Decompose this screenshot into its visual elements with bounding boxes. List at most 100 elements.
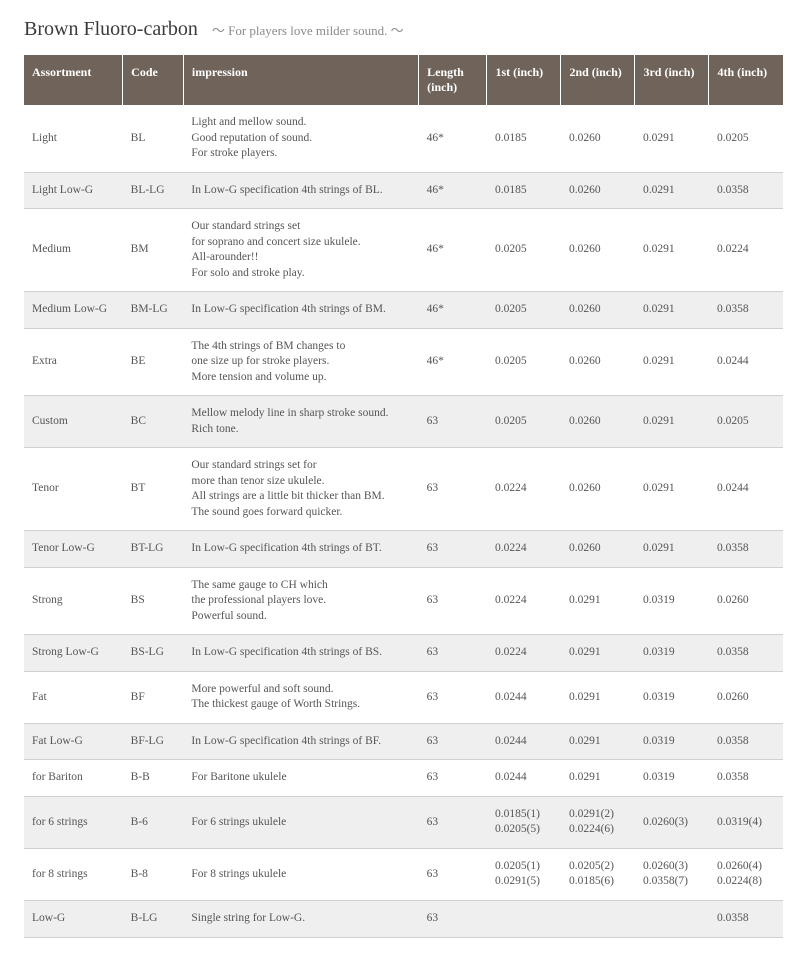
cell-1st: 0.0205 bbox=[487, 328, 561, 396]
cell-assortment: Fat bbox=[24, 671, 123, 723]
table-row: FatBFMore powerful and soft sound.The th… bbox=[24, 671, 783, 723]
cell-1st: 0.0224 bbox=[487, 567, 561, 635]
cell-1st: 0.0244 bbox=[487, 671, 561, 723]
cell-length: 46* bbox=[419, 209, 487, 292]
cell-4th: 0.0358 bbox=[709, 531, 783, 568]
cell-2nd: 0.0260 bbox=[561, 396, 635, 448]
cell-1st bbox=[487, 900, 561, 937]
cell-assortment: Fat Low-G bbox=[24, 723, 123, 760]
page-subtitle: ～ For players love milder sound. ～ bbox=[212, 20, 404, 39]
cell-4th: 0.0260(4)0.0224(8) bbox=[709, 848, 783, 900]
cell-2nd: 0.0291 bbox=[561, 671, 635, 723]
cell-code: BF bbox=[123, 671, 184, 723]
cell-length: 46* bbox=[419, 172, 487, 209]
cell-4th: 0.0358 bbox=[709, 760, 783, 797]
cell-1st: 0.0205(1)0.0291(5) bbox=[487, 848, 561, 900]
cell-impression: The same gauge to CH whichthe profession… bbox=[183, 567, 418, 635]
cell-assortment: Custom bbox=[24, 396, 123, 448]
cell-3rd: 0.0291 bbox=[635, 172, 709, 209]
cell-4th: 0.0358 bbox=[709, 900, 783, 937]
cell-4th: 0.0244 bbox=[709, 448, 783, 531]
cell-1st: 0.0205 bbox=[487, 209, 561, 292]
cell-impression: Mellow melody line in sharp stroke sound… bbox=[183, 396, 418, 448]
cell-2nd: 0.0291 bbox=[561, 760, 635, 797]
cell-2nd: 0.0260 bbox=[561, 105, 635, 172]
col-header-impression: impression bbox=[183, 55, 418, 105]
cell-assortment: Tenor Low-G bbox=[24, 531, 123, 568]
cell-4th: 0.0319(4) bbox=[709, 796, 783, 848]
cell-code: BT-LG bbox=[123, 531, 184, 568]
cell-assortment: for Bariton bbox=[24, 760, 123, 797]
cell-assortment: Light bbox=[24, 105, 123, 172]
cell-impression: Our standard strings set formore than te… bbox=[183, 448, 418, 531]
table-header-row: Assortment Code impression Length (inch)… bbox=[24, 55, 783, 105]
table-row: for 8 stringsB-8For 8 strings ukulele630… bbox=[24, 848, 783, 900]
table-row: Light Low-GBL-LGIn Low-G specification 4… bbox=[24, 172, 783, 209]
col-header-3rd: 3rd (inch) bbox=[635, 55, 709, 105]
cell-impression: Single string for Low-G. bbox=[183, 900, 418, 937]
cell-assortment: Strong bbox=[24, 567, 123, 635]
cell-code: B-8 bbox=[123, 848, 184, 900]
cell-3rd: 0.0291 bbox=[635, 292, 709, 329]
table-row: MediumBMOur standard strings setfor sopr… bbox=[24, 209, 783, 292]
cell-impression: In Low-G specification 4th strings of BM… bbox=[183, 292, 418, 329]
cell-impression: In Low-G specification 4th strings of BF… bbox=[183, 723, 418, 760]
cell-1st: 0.0205 bbox=[487, 396, 561, 448]
cell-3rd: 0.0319 bbox=[635, 760, 709, 797]
cell-4th: 0.0358 bbox=[709, 635, 783, 672]
cell-assortment: for 8 strings bbox=[24, 848, 123, 900]
table-row: for 6 stringsB-6For 6 strings ukulele630… bbox=[24, 796, 783, 848]
table-row: Low-GB-LGSingle string for Low-G.630.035… bbox=[24, 900, 783, 937]
cell-impression: The 4th strings of BM changes toone size… bbox=[183, 328, 418, 396]
cell-assortment: for 6 strings bbox=[24, 796, 123, 848]
cell-1st: 0.0244 bbox=[487, 760, 561, 797]
cell-4th: 0.0260 bbox=[709, 567, 783, 635]
cell-2nd: 0.0260 bbox=[561, 292, 635, 329]
cell-length: 63 bbox=[419, 760, 487, 797]
cell-length: 63 bbox=[419, 635, 487, 672]
table-row: for BaritonB-BFor Baritone ukulele630.02… bbox=[24, 760, 783, 797]
cell-code: BS bbox=[123, 567, 184, 635]
cell-code: BM-LG bbox=[123, 292, 184, 329]
col-header-4th: 4th (inch) bbox=[709, 55, 783, 105]
cell-3rd: 0.0319 bbox=[635, 723, 709, 760]
cell-3rd: 0.0291 bbox=[635, 531, 709, 568]
cell-impression: Light and mellow sound.Good reputation o… bbox=[183, 105, 418, 172]
cell-length: 63 bbox=[419, 671, 487, 723]
cell-4th: 0.0358 bbox=[709, 172, 783, 209]
cell-code: BC bbox=[123, 396, 184, 448]
cell-length: 63 bbox=[419, 848, 487, 900]
cell-3rd: 0.0260(3)0.0358(7) bbox=[635, 848, 709, 900]
table-row: TenorBTOur standard strings set formore … bbox=[24, 448, 783, 531]
cell-assortment: Medium Low-G bbox=[24, 292, 123, 329]
cell-2nd: 0.0291(2)0.0224(6) bbox=[561, 796, 635, 848]
cell-assortment: Tenor bbox=[24, 448, 123, 531]
cell-code: B-B bbox=[123, 760, 184, 797]
cell-code: BM bbox=[123, 209, 184, 292]
cell-impression: Our standard strings setfor soprano and … bbox=[183, 209, 418, 292]
cell-code: B-LG bbox=[123, 900, 184, 937]
cell-4th: 0.0244 bbox=[709, 328, 783, 396]
cell-assortment: Low-G bbox=[24, 900, 123, 937]
cell-4th: 0.0205 bbox=[709, 105, 783, 172]
cell-impression: For 8 strings ukulele bbox=[183, 848, 418, 900]
cell-assortment: Light Low-G bbox=[24, 172, 123, 209]
cell-2nd: 0.0291 bbox=[561, 635, 635, 672]
cell-3rd: 0.0291 bbox=[635, 448, 709, 531]
cell-3rd: 0.0291 bbox=[635, 328, 709, 396]
cell-3rd bbox=[635, 900, 709, 937]
cell-3rd: 0.0319 bbox=[635, 635, 709, 672]
cell-code: BL-LG bbox=[123, 172, 184, 209]
cell-1st: 0.0185(1)0.0205(5) bbox=[487, 796, 561, 848]
page-title: Brown Fluoro-carbon bbox=[24, 18, 198, 41]
cell-length: 46* bbox=[419, 105, 487, 172]
cell-1st: 0.0224 bbox=[487, 448, 561, 531]
cell-1st: 0.0185 bbox=[487, 105, 561, 172]
cell-1st: 0.0224 bbox=[487, 531, 561, 568]
table-row: StrongBSThe same gauge to CH whichthe pr… bbox=[24, 567, 783, 635]
cell-4th: 0.0205 bbox=[709, 396, 783, 448]
cell-3rd: 0.0291 bbox=[635, 209, 709, 292]
cell-1st: 0.0244 bbox=[487, 723, 561, 760]
cell-code: BE bbox=[123, 328, 184, 396]
cell-code: B-6 bbox=[123, 796, 184, 848]
